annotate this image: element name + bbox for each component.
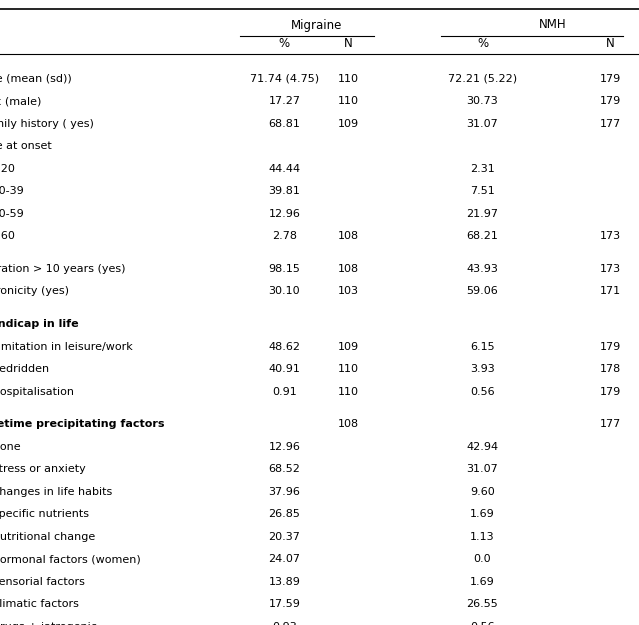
Text: 17.59: 17.59 <box>268 599 300 609</box>
Text: <20: <20 <box>0 164 15 174</box>
Text: 20.37: 20.37 <box>268 532 300 542</box>
Text: 179: 179 <box>599 96 621 106</box>
Text: NMH: NMH <box>539 19 567 31</box>
Text: 179: 179 <box>599 386 621 396</box>
Text: 178: 178 <box>599 364 621 374</box>
Text: 0.56: 0.56 <box>470 386 495 396</box>
Text: Lifetime precipitating factors: Lifetime precipitating factors <box>0 419 164 429</box>
Text: Handicap in life: Handicap in life <box>0 319 79 329</box>
Text: 110: 110 <box>338 96 358 106</box>
Text: Drugs + iatrogenic: Drugs + iatrogenic <box>0 622 96 625</box>
Text: Bedridden: Bedridden <box>0 364 49 374</box>
Text: Climatic factors: Climatic factors <box>0 599 79 609</box>
Text: 43.93: 43.93 <box>466 264 498 274</box>
Text: 171: 171 <box>599 286 621 296</box>
Text: 1.69: 1.69 <box>470 577 495 587</box>
Text: 179: 179 <box>599 74 621 84</box>
Text: 68.52: 68.52 <box>268 464 300 474</box>
Text: 177: 177 <box>599 419 621 429</box>
Text: 109: 109 <box>337 341 359 351</box>
Text: 72.21 (5.22): 72.21 (5.22) <box>448 74 517 84</box>
Text: 39.81: 39.81 <box>268 186 300 196</box>
Text: 21.97: 21.97 <box>466 209 498 219</box>
Text: 26.85: 26.85 <box>268 509 300 519</box>
Text: 108: 108 <box>337 231 359 241</box>
Text: 98.15: 98.15 <box>268 264 300 274</box>
Text: 1.69: 1.69 <box>470 509 495 519</box>
Text: Nutritional change: Nutritional change <box>0 532 95 542</box>
Text: 173: 173 <box>599 264 621 274</box>
Text: %: % <box>477 38 488 50</box>
Text: 2.78: 2.78 <box>272 231 297 241</box>
Text: Limitation in leisure/work: Limitation in leisure/work <box>0 341 132 351</box>
Text: 103: 103 <box>338 286 358 296</box>
Text: 40-59: 40-59 <box>0 209 24 219</box>
Text: 12.96: 12.96 <box>268 442 300 452</box>
Text: 42.94: 42.94 <box>466 442 498 452</box>
Text: %: % <box>279 38 290 50</box>
Text: 7.51: 7.51 <box>470 186 495 196</box>
Text: 17.27: 17.27 <box>268 96 300 106</box>
Text: 0.0: 0.0 <box>473 554 491 564</box>
Text: 110: 110 <box>338 74 358 84</box>
Text: Sensorial factors: Sensorial factors <box>0 577 85 587</box>
Text: 24.07: 24.07 <box>268 554 300 564</box>
Text: 1.13: 1.13 <box>470 532 495 542</box>
Text: Sex (male): Sex (male) <box>0 96 41 106</box>
Text: 177: 177 <box>599 119 621 129</box>
Text: Migraine: Migraine <box>291 19 342 31</box>
Text: Age at onset: Age at onset <box>0 141 52 151</box>
Text: 30.73: 30.73 <box>466 96 498 106</box>
Text: 0.93: 0.93 <box>272 622 296 625</box>
Text: ≥60: ≥60 <box>0 231 15 241</box>
Text: 6.15: 6.15 <box>470 341 495 351</box>
Text: 108: 108 <box>337 419 359 429</box>
Text: 59.06: 59.06 <box>466 286 498 296</box>
Text: 0.56: 0.56 <box>470 622 495 625</box>
Text: 68.21: 68.21 <box>466 231 498 241</box>
Text: 37.96: 37.96 <box>268 487 300 497</box>
Text: 109: 109 <box>337 119 359 129</box>
Text: Chronicity (yes): Chronicity (yes) <box>0 286 69 296</box>
Text: N: N <box>606 38 615 50</box>
Text: 68.81: 68.81 <box>268 119 300 129</box>
Text: 173: 173 <box>599 231 621 241</box>
Text: 13.89: 13.89 <box>268 577 300 587</box>
Text: Changes in life habits: Changes in life habits <box>0 487 112 497</box>
Text: 108: 108 <box>337 264 359 274</box>
Text: Duration > 10 years (yes): Duration > 10 years (yes) <box>0 264 125 274</box>
Text: 3.93: 3.93 <box>470 364 495 374</box>
Text: 31.07: 31.07 <box>466 119 498 129</box>
Text: Stress or anxiety: Stress or anxiety <box>0 464 86 474</box>
Text: Specific nutrients: Specific nutrients <box>0 509 89 519</box>
Text: None: None <box>0 442 20 452</box>
Text: 31.07: 31.07 <box>466 464 498 474</box>
Text: 110: 110 <box>338 386 358 396</box>
Text: N: N <box>344 38 353 50</box>
Text: 2.31: 2.31 <box>470 164 495 174</box>
Text: 179: 179 <box>599 341 621 351</box>
Text: Hormonal factors (women): Hormonal factors (women) <box>0 554 141 564</box>
Text: 9.60: 9.60 <box>470 487 495 497</box>
Text: 71.74 (4.75): 71.74 (4.75) <box>250 74 319 84</box>
Text: 0.91: 0.91 <box>272 386 296 396</box>
Text: 20-39: 20-39 <box>0 186 24 196</box>
Text: 44.44: 44.44 <box>268 164 300 174</box>
Text: 40.91: 40.91 <box>268 364 300 374</box>
Text: Age (mean (sd)): Age (mean (sd)) <box>0 74 72 84</box>
Text: 12.96: 12.96 <box>268 209 300 219</box>
Text: Family history ( yes): Family history ( yes) <box>0 119 94 129</box>
Text: 110: 110 <box>338 364 358 374</box>
Text: 30.10: 30.10 <box>268 286 300 296</box>
Text: 26.55: 26.55 <box>466 599 498 609</box>
Text: Hospitalisation: Hospitalisation <box>0 386 74 396</box>
Text: 48.62: 48.62 <box>268 341 300 351</box>
